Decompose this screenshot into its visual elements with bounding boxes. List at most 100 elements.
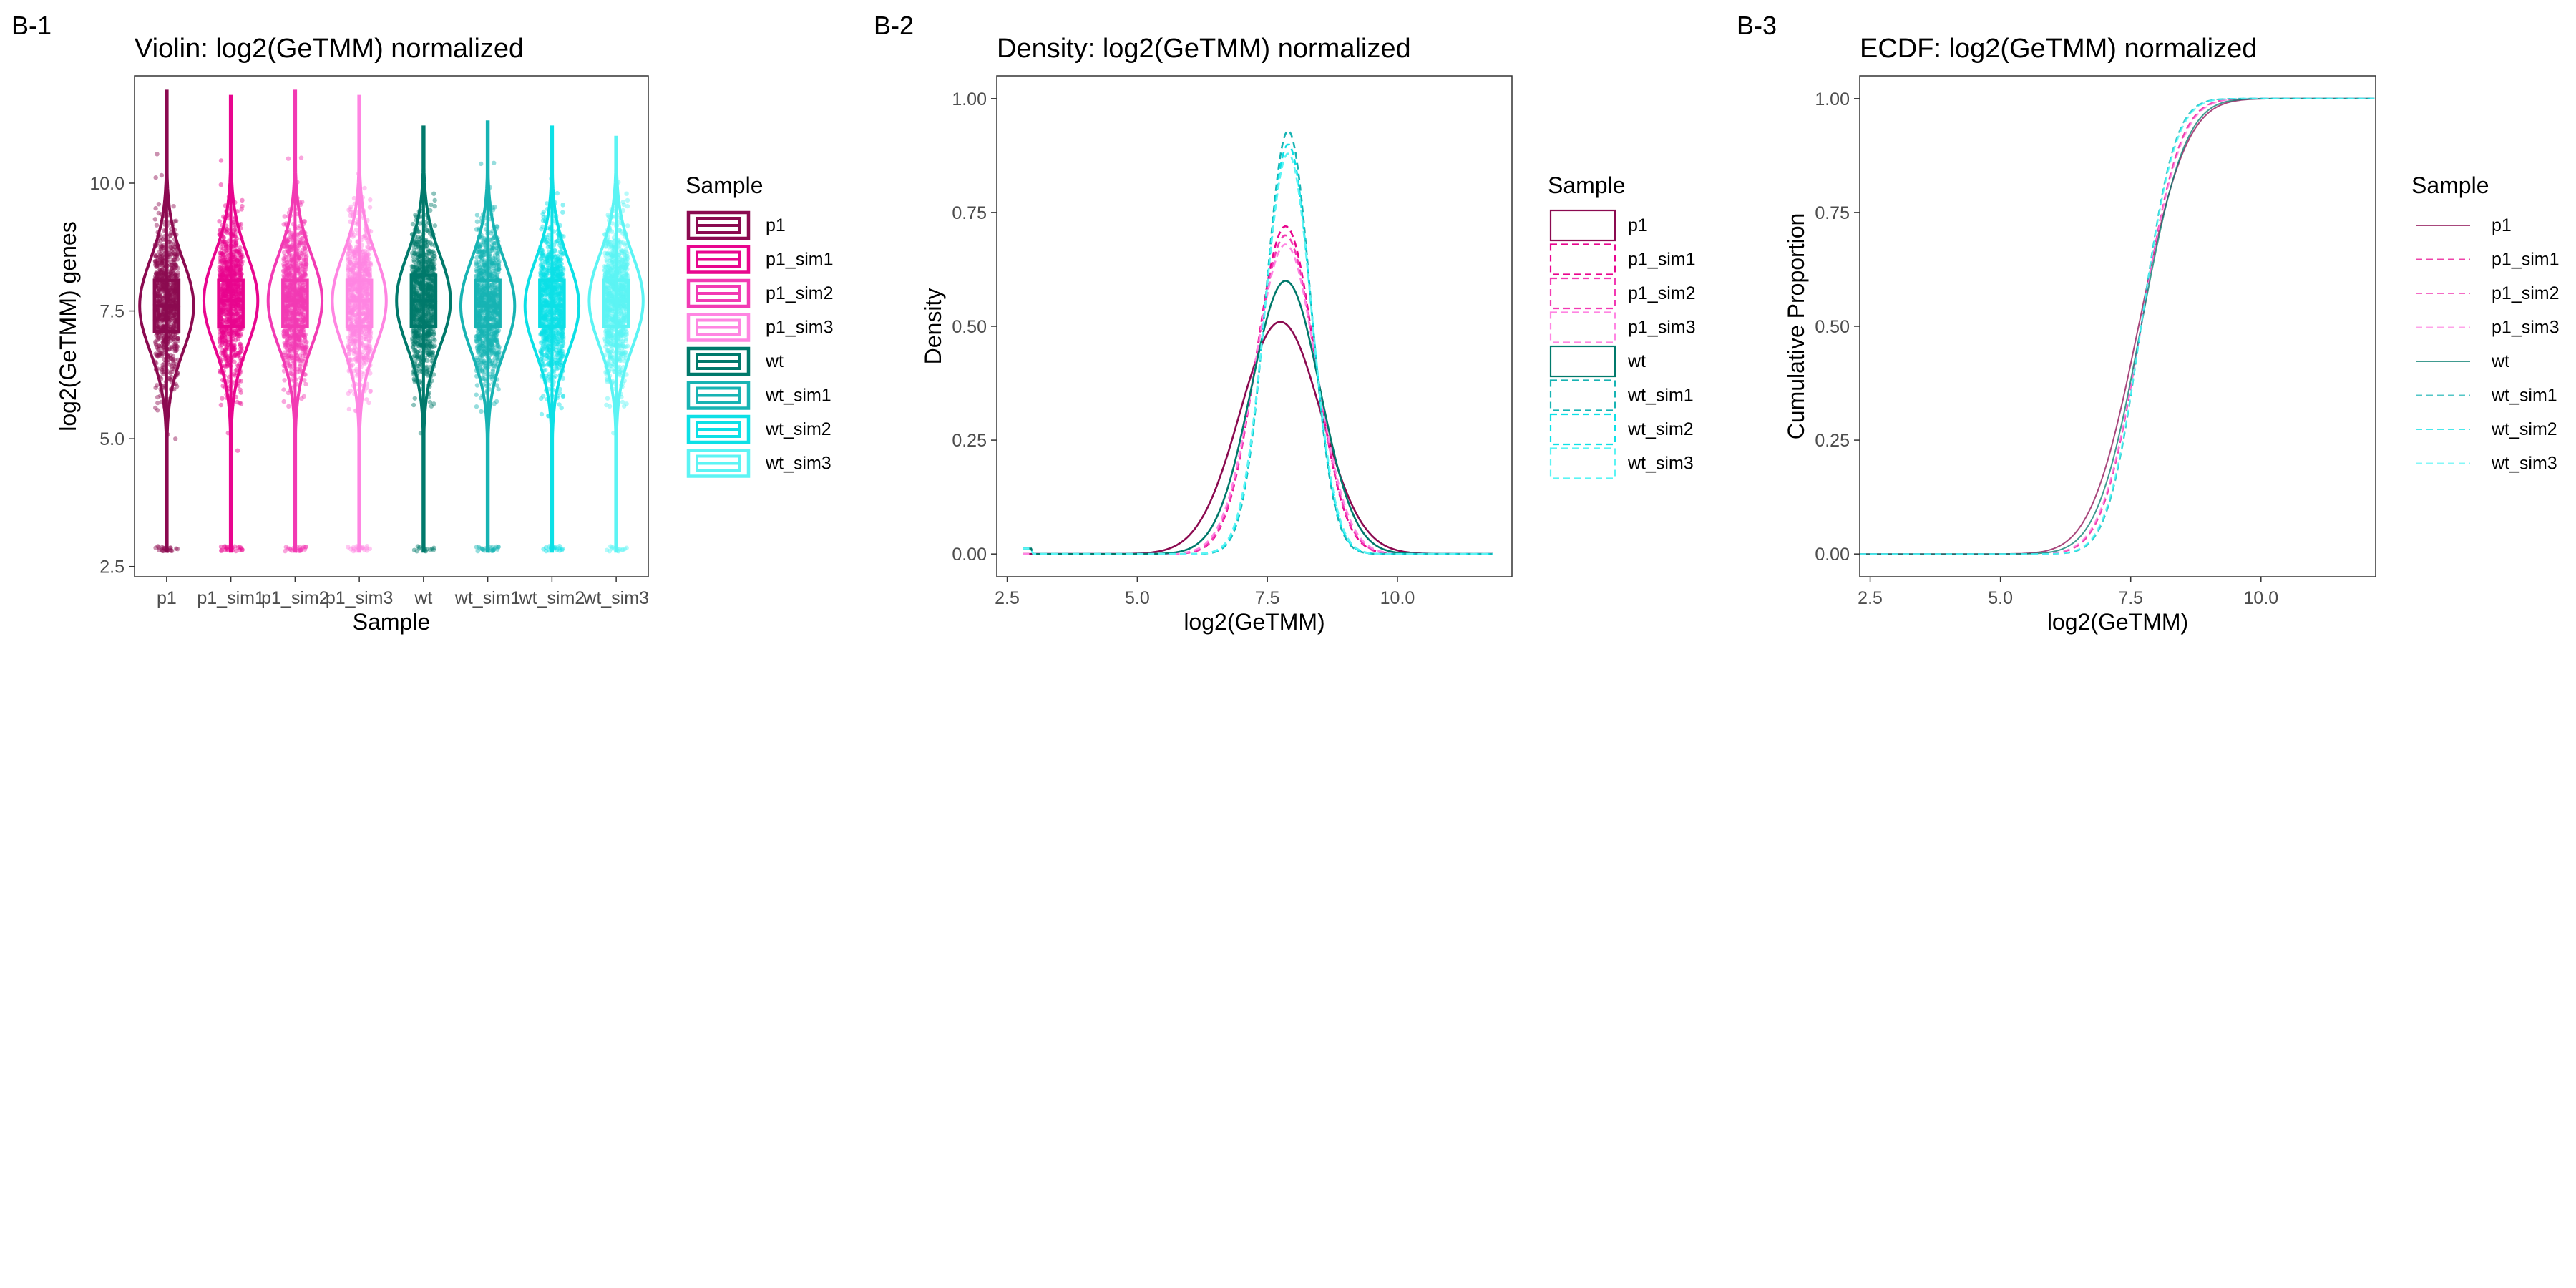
jitter-point: [159, 172, 165, 178]
jitter-point: [160, 273, 165, 278]
jitter-point: [173, 312, 178, 317]
jitter-point: [160, 263, 165, 268]
jitter-point: [153, 258, 158, 264]
jitter-point: [172, 289, 177, 294]
jitter-point: [175, 338, 180, 343]
jitter-point: [160, 244, 165, 249]
jitter-point: [155, 316, 160, 321]
jitter-point: [160, 351, 165, 357]
jitter-point: [174, 263, 179, 268]
jitter-point: [417, 545, 422, 550]
jitter-point: [172, 267, 177, 272]
jitter-point: [348, 210, 353, 215]
jitter-point: [156, 323, 161, 328]
jitter-point: [238, 387, 243, 392]
jitter-point: [159, 310, 164, 316]
jitter-point: [172, 287, 177, 292]
jitter-point: [346, 268, 351, 273]
jitter-point: [155, 334, 161, 339]
jitter-point: [432, 203, 437, 209]
jitter-point: [156, 307, 161, 312]
jitter-point: [300, 283, 305, 289]
jitter-point: [161, 545, 166, 550]
jitter-point: [427, 399, 433, 405]
jitter-point: [156, 210, 161, 216]
jitter-point: [288, 235, 293, 240]
jitter-point: [167, 298, 172, 303]
jitter-point: [159, 261, 165, 266]
jitter-point: [171, 270, 177, 275]
jitter-point: [287, 342, 293, 347]
jitter-point: [175, 336, 180, 341]
jitter-point: [155, 383, 160, 388]
jitter-point: [223, 350, 228, 355]
jitter-point: [367, 266, 372, 272]
jitter-point: [364, 292, 369, 297]
jitter-point: [172, 265, 177, 270]
jitter-point: [173, 436, 178, 441]
jitter-point: [219, 251, 224, 256]
jitter-point: [157, 299, 162, 304]
jitter-point: [171, 313, 176, 319]
jitter-point: [168, 286, 174, 291]
jitter-point: [160, 268, 165, 273]
jitter-point: [233, 330, 238, 335]
jitter-point: [240, 197, 245, 203]
jitter-point: [298, 155, 304, 160]
jitter-point: [367, 329, 372, 335]
jitter-point: [161, 307, 166, 312]
jitter-point: [152, 217, 157, 222]
jitter-point: [171, 326, 176, 331]
jitter-point: [170, 293, 175, 298]
jitter-point: [156, 353, 161, 358]
jitter-point: [171, 204, 176, 209]
jitter-point: [157, 353, 162, 358]
jitter-point: [167, 346, 172, 351]
panel-tag: B-1: [11, 11, 52, 40]
jitter-point: [428, 248, 433, 254]
jitter-point: [410, 344, 416, 349]
jitter-point: [167, 298, 172, 303]
jitter-point: [361, 253, 366, 258]
jitter-point: [281, 256, 286, 261]
jitter-point: [155, 274, 160, 279]
jitter-point: [353, 253, 358, 258]
jitter-point: [418, 302, 423, 308]
jitter-point: [412, 284, 417, 290]
jitter-point: [153, 405, 158, 411]
jitter-point: [218, 258, 224, 263]
jitter-point: [235, 284, 240, 289]
chart-title: Violin: log2(GeTMM) normalized: [135, 34, 524, 64]
jitter-point: [170, 283, 175, 288]
panel-border: [134, 75, 649, 577]
jitter-point: [168, 309, 174, 315]
jitter-point: [155, 408, 160, 413]
jitter-point: [304, 339, 309, 345]
jitter-point: [427, 262, 432, 267]
jitter-point: [156, 202, 162, 207]
jitter-point: [349, 318, 354, 323]
jitter-point: [238, 401, 244, 406]
jitter-point: [172, 316, 177, 321]
jitter-point: [239, 545, 244, 550]
jitter-point: [235, 399, 240, 405]
jitter-point: [155, 259, 160, 264]
jitter-point: [303, 261, 309, 267]
jitter-point: [160, 351, 165, 356]
jitter-point: [167, 296, 173, 301]
jitter-point: [297, 255, 302, 260]
jitter-point: [348, 547, 353, 552]
jitter-point: [281, 387, 286, 392]
jitter-point: [362, 263, 368, 268]
jitter-point: [159, 366, 164, 371]
jitter-point: [348, 311, 354, 316]
jitter-point: [172, 273, 177, 278]
jitter-point: [298, 240, 303, 245]
jitter-point: [170, 263, 175, 268]
jitter-point: [366, 339, 371, 345]
jitter-point: [218, 182, 223, 187]
jitter-point: [157, 268, 162, 273]
jitter-point: [417, 348, 422, 354]
jitter-point: [161, 371, 166, 376]
jitter-point: [159, 287, 164, 292]
